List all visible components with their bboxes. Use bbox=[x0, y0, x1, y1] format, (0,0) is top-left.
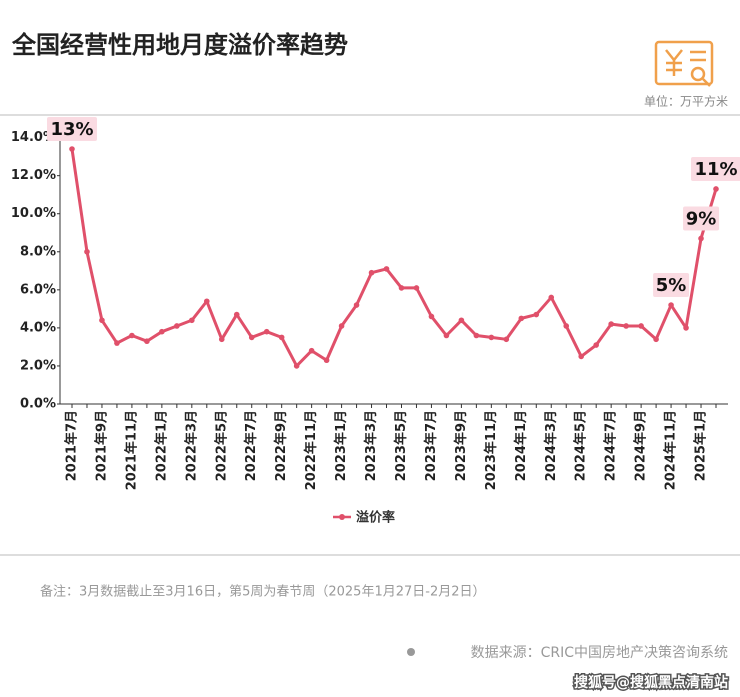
point bbox=[503, 336, 510, 343]
x-tick-label: 2024年5月 bbox=[573, 410, 589, 481]
point bbox=[203, 298, 210, 305]
point bbox=[548, 294, 555, 301]
x-tick-label: 2022年5月 bbox=[213, 410, 229, 481]
point bbox=[308, 347, 315, 354]
value-label: 5% bbox=[656, 275, 687, 296]
x-tick-label: 2023年7月 bbox=[423, 410, 439, 481]
legend-label: 溢价率 bbox=[356, 510, 395, 526]
point bbox=[428, 313, 435, 320]
point bbox=[668, 302, 674, 308]
point bbox=[84, 248, 90, 255]
y-tick-label: 14.0% bbox=[11, 130, 56, 145]
legend: 溢价率 bbox=[333, 510, 395, 526]
y-tick-label: 12.0% bbox=[11, 168, 56, 183]
x-tick-label: 2021年9月 bbox=[93, 410, 109, 481]
point bbox=[144, 338, 150, 345]
x-tick-label: 2023年3月 bbox=[363, 410, 379, 481]
x-tick-label: 2024年11月 bbox=[663, 410, 679, 490]
y-tick-label: 4.0% bbox=[20, 320, 56, 335]
point bbox=[159, 328, 165, 335]
point bbox=[608, 321, 614, 327]
source: 数据来源：CRIC中国房地产决策咨询系统 bbox=[471, 644, 728, 661]
value-label-bg bbox=[691, 156, 740, 181]
x-tick-label: 2024年7月 bbox=[603, 410, 619, 481]
point bbox=[114, 340, 120, 346]
point bbox=[368, 269, 375, 276]
point bbox=[683, 325, 689, 331]
legend-marker bbox=[339, 514, 345, 520]
point bbox=[323, 357, 330, 364]
point bbox=[713, 186, 719, 192]
value-label: 11% bbox=[694, 159, 737, 180]
x-tick-label: 2023年5月 bbox=[393, 410, 409, 481]
x-tick-label: 2021年7月 bbox=[64, 410, 80, 481]
x-tick-label: 2023年9月 bbox=[453, 410, 469, 481]
x-tick-label: 2022年7月 bbox=[243, 410, 259, 481]
chart-title: 全国经营性用地月度溢价率趋势 bbox=[11, 31, 348, 59]
point bbox=[398, 285, 405, 291]
x-tick-label: 2025年1月 bbox=[693, 410, 709, 481]
x-tick-label: 2024年3月 bbox=[543, 410, 559, 481]
point bbox=[383, 266, 390, 272]
point bbox=[218, 336, 225, 343]
unit-note: 单位：万平方米 bbox=[644, 94, 728, 109]
x-tick-label: 2024年9月 bbox=[633, 410, 649, 481]
point bbox=[174, 323, 180, 329]
point bbox=[413, 285, 420, 291]
point bbox=[69, 146, 75, 152]
point bbox=[533, 311, 540, 318]
point bbox=[353, 302, 360, 308]
value-label: 13% bbox=[50, 119, 93, 140]
point bbox=[129, 332, 135, 339]
point bbox=[263, 328, 270, 335]
point bbox=[578, 353, 585, 360]
point bbox=[593, 342, 599, 348]
point bbox=[233, 311, 240, 318]
point bbox=[293, 363, 300, 369]
point bbox=[623, 323, 629, 329]
point bbox=[698, 235, 704, 242]
x-tick-label: 2021年11月 bbox=[123, 410, 139, 490]
note: 备注：3月数据截止至3月16日，第5周为春节周（2025年1月27日-2月2日） bbox=[40, 584, 486, 600]
x-tick-label: 2022年3月 bbox=[183, 410, 199, 481]
value-label-bg bbox=[653, 273, 690, 298]
point bbox=[248, 334, 255, 341]
x-tick-label: 2022年11月 bbox=[303, 410, 319, 490]
y-tick-label: 0.0% bbox=[20, 397, 56, 412]
point bbox=[278, 334, 285, 341]
x-tick-label: 2024年1月 bbox=[513, 410, 529, 481]
value-label-bg bbox=[47, 117, 97, 142]
point bbox=[518, 315, 525, 322]
point bbox=[653, 336, 659, 343]
point bbox=[99, 317, 105, 324]
value-label: 9% bbox=[686, 208, 717, 229]
watermark: 搜狐号@搜狐黑点清南站 bbox=[574, 674, 728, 691]
y-tick-label: 10.0% bbox=[11, 206, 56, 221]
value-label-bg bbox=[683, 206, 720, 231]
point bbox=[473, 332, 480, 339]
y-tick-label: 8.0% bbox=[20, 244, 56, 259]
icon bbox=[654, 40, 714, 87]
y-tick-label: 6.0% bbox=[20, 282, 56, 297]
point bbox=[638, 323, 644, 329]
x-tick-label: 2023年11月 bbox=[483, 410, 499, 490]
point bbox=[458, 317, 465, 324]
point bbox=[488, 334, 495, 341]
point bbox=[189, 317, 195, 324]
x-tick-label: 2023年1月 bbox=[333, 410, 349, 481]
source-dot bbox=[407, 648, 415, 656]
point bbox=[338, 323, 345, 329]
x-tick-label: 2022年9月 bbox=[273, 410, 289, 481]
point bbox=[443, 332, 450, 339]
point bbox=[563, 323, 570, 329]
y-tick-label: 2.0% bbox=[20, 358, 56, 373]
x-tick-label: 2022年1月 bbox=[153, 410, 169, 481]
